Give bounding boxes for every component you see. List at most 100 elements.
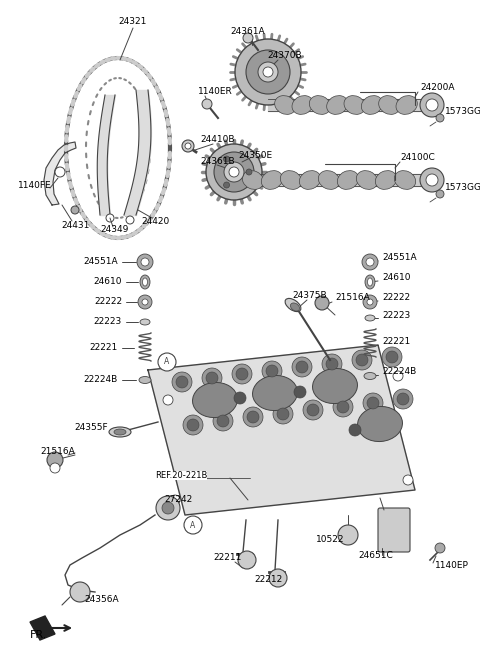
- Circle shape: [436, 190, 444, 198]
- Circle shape: [224, 156, 229, 162]
- Circle shape: [238, 551, 256, 569]
- Text: 1573GG: 1573GG: [445, 107, 480, 117]
- Circle shape: [141, 258, 149, 266]
- Text: 24375B: 24375B: [293, 291, 327, 299]
- Circle shape: [202, 99, 212, 109]
- Circle shape: [158, 353, 176, 371]
- Circle shape: [243, 33, 253, 43]
- Text: 24420: 24420: [141, 217, 169, 227]
- Text: FR.: FR.: [30, 630, 48, 640]
- Circle shape: [393, 389, 413, 409]
- Text: 22224B: 22224B: [382, 367, 416, 377]
- Text: 22224B: 22224B: [84, 375, 118, 384]
- Text: A: A: [191, 521, 196, 529]
- Text: 24651C: 24651C: [359, 550, 394, 559]
- Circle shape: [326, 358, 338, 370]
- Circle shape: [55, 167, 65, 177]
- Circle shape: [273, 404, 293, 424]
- Ellipse shape: [242, 170, 264, 189]
- Circle shape: [187, 419, 199, 431]
- Ellipse shape: [280, 170, 301, 189]
- Circle shape: [47, 452, 63, 468]
- Circle shape: [232, 364, 252, 384]
- Circle shape: [277, 408, 289, 420]
- Ellipse shape: [368, 278, 372, 286]
- Ellipse shape: [109, 427, 131, 437]
- Circle shape: [337, 401, 349, 413]
- Circle shape: [184, 516, 202, 534]
- Circle shape: [315, 296, 329, 310]
- Text: 24355F: 24355F: [74, 424, 108, 432]
- Ellipse shape: [395, 170, 416, 189]
- Circle shape: [393, 371, 403, 381]
- Ellipse shape: [292, 96, 313, 115]
- Circle shape: [247, 411, 259, 423]
- Ellipse shape: [290, 303, 300, 311]
- Circle shape: [435, 543, 445, 553]
- Ellipse shape: [396, 96, 417, 115]
- Circle shape: [382, 347, 402, 367]
- Circle shape: [126, 216, 134, 224]
- Circle shape: [352, 350, 372, 370]
- Text: 22211: 22211: [214, 553, 242, 563]
- Ellipse shape: [139, 377, 151, 383]
- Circle shape: [363, 295, 377, 309]
- Circle shape: [243, 407, 263, 427]
- Circle shape: [362, 254, 378, 270]
- Text: 24610: 24610: [382, 274, 410, 282]
- Ellipse shape: [379, 96, 400, 115]
- Ellipse shape: [337, 170, 359, 189]
- Circle shape: [266, 365, 278, 377]
- Circle shape: [333, 397, 353, 417]
- Text: 24100C: 24100C: [400, 153, 435, 162]
- Text: 22222: 22222: [94, 297, 122, 307]
- Circle shape: [163, 395, 173, 405]
- Text: 1140ER: 1140ER: [198, 88, 232, 96]
- Text: 21516A: 21516A: [335, 293, 370, 303]
- Circle shape: [263, 67, 273, 77]
- Ellipse shape: [140, 275, 150, 289]
- Circle shape: [172, 372, 192, 392]
- Circle shape: [246, 169, 252, 175]
- Ellipse shape: [309, 96, 331, 115]
- Ellipse shape: [252, 375, 298, 411]
- Circle shape: [366, 258, 374, 266]
- Ellipse shape: [192, 383, 238, 417]
- Text: 22212: 22212: [254, 576, 282, 584]
- Circle shape: [269, 569, 287, 587]
- Circle shape: [436, 114, 444, 122]
- Ellipse shape: [327, 96, 348, 115]
- Circle shape: [138, 295, 152, 309]
- Circle shape: [397, 393, 409, 405]
- Text: REF.20-221B: REF.20-221B: [155, 470, 207, 479]
- Text: 1140EP: 1140EP: [435, 561, 469, 569]
- Circle shape: [236, 368, 248, 380]
- Circle shape: [235, 39, 301, 105]
- Circle shape: [367, 397, 379, 409]
- Circle shape: [363, 393, 383, 413]
- Polygon shape: [148, 345, 415, 515]
- Circle shape: [338, 525, 358, 545]
- Text: 24356A: 24356A: [84, 595, 120, 605]
- Text: 24361B: 24361B: [201, 157, 235, 166]
- Circle shape: [176, 376, 188, 388]
- Ellipse shape: [140, 319, 150, 325]
- Circle shape: [142, 299, 148, 305]
- Circle shape: [367, 299, 373, 305]
- Text: 24361A: 24361A: [231, 28, 265, 37]
- Circle shape: [185, 143, 191, 149]
- Circle shape: [214, 152, 254, 192]
- Circle shape: [426, 174, 438, 186]
- Circle shape: [420, 93, 444, 117]
- Circle shape: [296, 361, 308, 373]
- Ellipse shape: [365, 315, 375, 321]
- Circle shape: [50, 463, 60, 473]
- Circle shape: [403, 475, 413, 485]
- Circle shape: [224, 182, 229, 188]
- Circle shape: [206, 372, 218, 384]
- Text: 24321: 24321: [119, 18, 147, 26]
- Ellipse shape: [143, 278, 147, 286]
- Text: 22223: 22223: [94, 318, 122, 326]
- Text: 24350E: 24350E: [238, 151, 272, 160]
- Circle shape: [156, 496, 180, 520]
